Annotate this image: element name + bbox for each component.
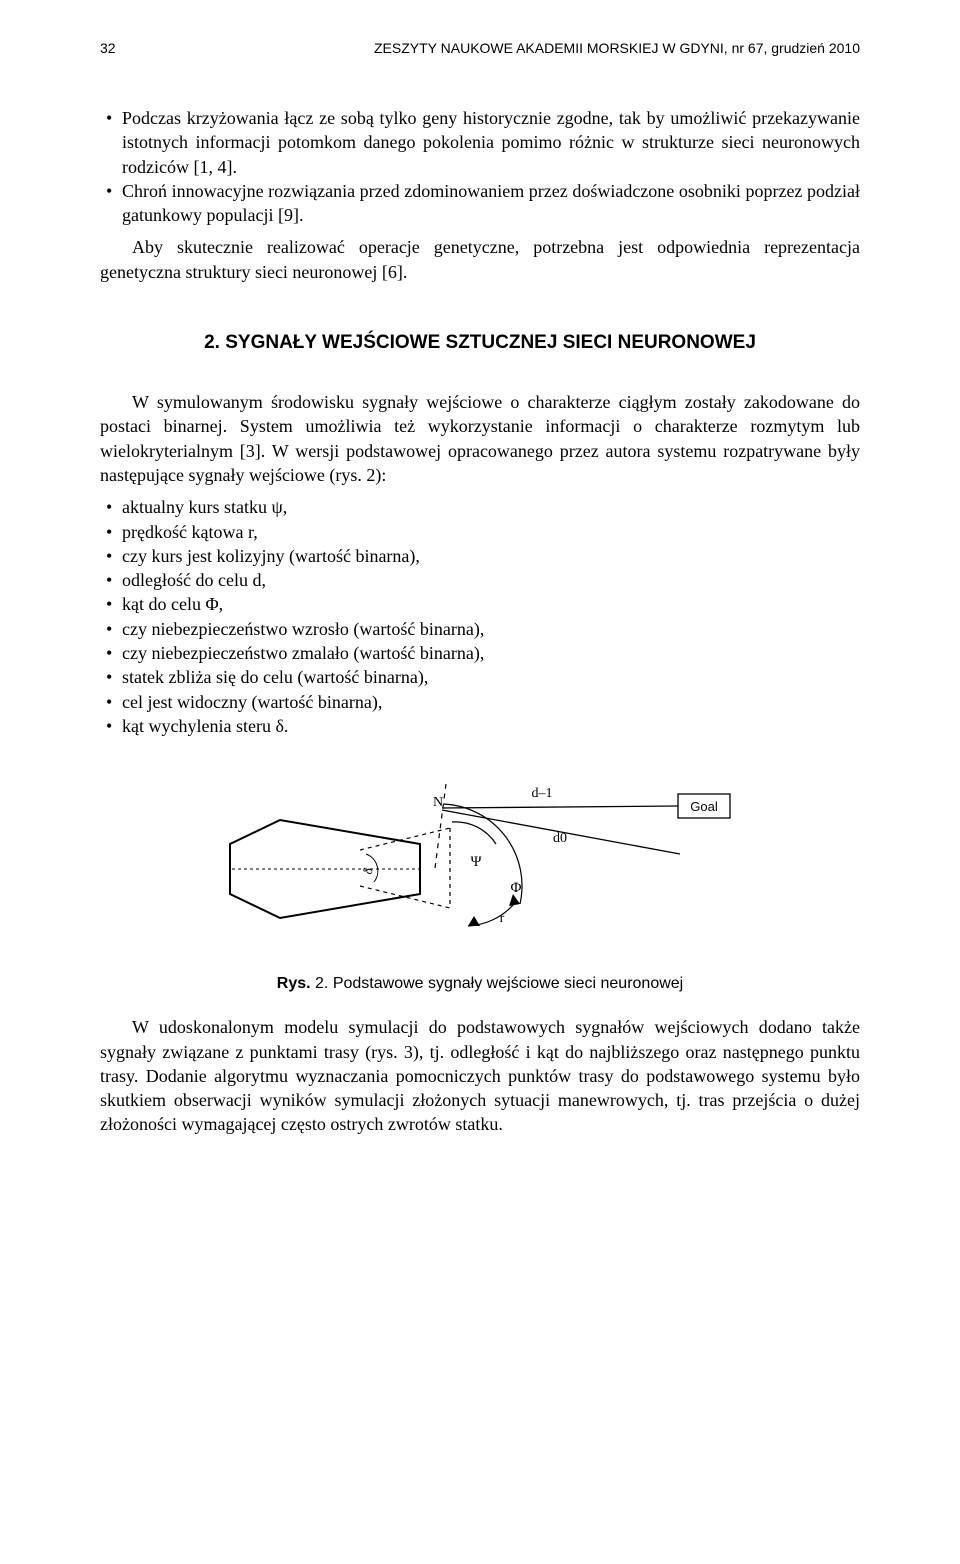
label-d0: d0 (553, 831, 567, 846)
section-heading: 2. SYGNAŁY WEJŚCIOWE SZTUCZNEJ SIECI NEU… (100, 332, 860, 354)
top-paragraph: Aby skutecznie realizować operacje genet… (100, 235, 860, 284)
fig-caption-text: 2. Podstawowe sygnały wejściowe sieci ne… (315, 975, 683, 992)
label-N: N (433, 795, 443, 810)
label-d-prev: d–1 (532, 786, 553, 801)
bullet-item: odległość do celu d, (100, 568, 860, 592)
label-r: r (500, 911, 505, 926)
figure-caption: Rys. 2. Podstawowe sygnały wejściowe sie… (100, 975, 860, 993)
bullet-item: prędkość kątowa r, (100, 520, 860, 544)
bullet-item: statek zbliża się do celu (wartość binar… (100, 665, 860, 689)
d-prev-line (442, 806, 678, 808)
body-paragraph: W symulowanym środowisku sygnały wejścio… (100, 390, 860, 487)
r-arrow (468, 916, 480, 926)
label-Phi: Φ (511, 880, 522, 896)
bullet-item: czy kurs jest kolizyjny (wartość binarna… (100, 544, 860, 568)
journal-title: ZESZYTY NAUKOWE AKADEMII MORSKIEJ W GDYN… (374, 40, 860, 56)
psi-arc (452, 822, 496, 844)
fig-caption-bold: Rys. (277, 975, 311, 992)
page-number: 32 (100, 40, 116, 56)
bullet-item: czy niebezpieczeństwo wzrosło (wartość b… (100, 617, 860, 641)
figure-2: d–1 N d0 Ψ Φ r δ Goal (100, 764, 860, 959)
running-header: 32 ZESZYTY NAUKOWE AKADEMII MORSKIEJ W G… (100, 40, 860, 56)
label-goal: Goal (690, 799, 718, 814)
bullet-item: Podczas krzyżowania łącz ze sobą tylko g… (100, 106, 860, 179)
label-delta: δ (360, 866, 376, 876)
bullet-item: aktualny kurs statku ψ, (100, 495, 860, 519)
bullet-item: czy niebezpieczeństwo zmalało (wartość b… (100, 641, 860, 665)
bullet-item: Chroń innowacyjne rozwiązania przed zdom… (100, 179, 860, 228)
bullet-item: kąt wychylenia steru δ. (100, 714, 860, 738)
closing-paragraph: W udoskonalonym modelu symulacji do pods… (100, 1015, 860, 1136)
page: 32 ZESZYTY NAUKOWE AKADEMII MORSKIEJ W G… (0, 0, 960, 1205)
figure-svg: d–1 N d0 Ψ Φ r δ Goal (220, 764, 740, 954)
label-Psi: Ψ (470, 854, 482, 870)
signal-bullet-list: aktualny kurs statku ψ, prędkość kątowa … (100, 495, 860, 738)
bullet-item: cel jest widoczny (wartość binarna), (100, 690, 860, 714)
top-bullet-list: Podczas krzyżowania łącz ze sobą tylko g… (100, 106, 860, 227)
bullet-item: kąt do celu Φ, (100, 592, 860, 616)
